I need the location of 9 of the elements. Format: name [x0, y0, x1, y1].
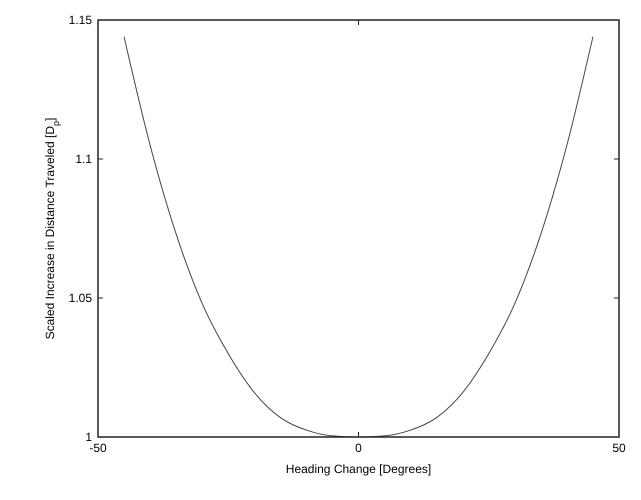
y-tick-label: 1.05 — [68, 291, 92, 305]
x-tick-label: 50 — [612, 441, 626, 455]
x-tick-label: -50 — [89, 441, 107, 455]
x-axis-title: Heading Change [Degrees] — [286, 462, 432, 476]
y-tick-label: 1.1 — [75, 152, 92, 166]
y-tick-label: 1 — [85, 430, 92, 444]
x-tick-label: 0 — [355, 441, 362, 455]
line-series — [124, 36, 594, 438]
y-tick-label: 1.15 — [68, 13, 92, 27]
